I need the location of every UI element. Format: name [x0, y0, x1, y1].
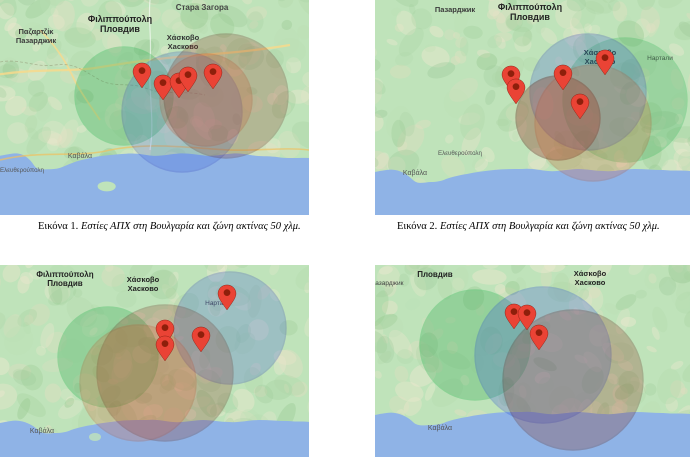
- svg-text:Παζαρτζίκ: Παζαρτζίκ: [19, 27, 55, 36]
- svg-text:Καβάλα: Καβάλα: [68, 152, 92, 160]
- svg-text:Хасково: Хасково: [575, 278, 606, 287]
- svg-text:Пловдив: Пловдив: [510, 12, 550, 22]
- svg-text:Пловдив: Пловдив: [47, 279, 83, 288]
- svg-text:Пазарджик: Пазарджик: [435, 5, 476, 14]
- svg-text:Χάσκοβο: Χάσκοβο: [127, 275, 160, 284]
- svg-text:Φιλιππούπολη: Φιλιππούπολη: [36, 270, 93, 279]
- svg-text:Ελευθερούπολη: Ελευθερούπολη: [0, 167, 45, 174]
- svg-text:Пазарджик: Пазарджик: [16, 36, 57, 45]
- svg-text:Стара Загора: Стара Загора: [176, 3, 229, 12]
- svg-text:Пловдив: Пловдив: [100, 24, 140, 34]
- svg-text:Пазарджик: Пазарджик: [375, 280, 404, 287]
- svg-text:Φιλιππούπολη: Φιλιππούπολη: [88, 14, 152, 24]
- svg-text:Хасково: Хасково: [128, 284, 159, 293]
- svg-text:Φιλιππούπολη: Φιλιππούπολη: [498, 2, 562, 12]
- svg-text:Χάσκοβο: Χάσκοβο: [574, 269, 607, 278]
- svg-text:Καβάλα: Καβάλα: [30, 427, 54, 435]
- svg-text:Καβάλα: Καβάλα: [403, 169, 427, 177]
- svg-text:Ελευθερούπολη: Ελευθερούπολη: [438, 150, 483, 157]
- svg-text:Καβάλα: Καβάλα: [428, 424, 452, 432]
- svg-text:Χάσκοβο: Χάσκοβο: [167, 33, 200, 42]
- svg-text:Пловдив: Пловдив: [417, 270, 453, 279]
